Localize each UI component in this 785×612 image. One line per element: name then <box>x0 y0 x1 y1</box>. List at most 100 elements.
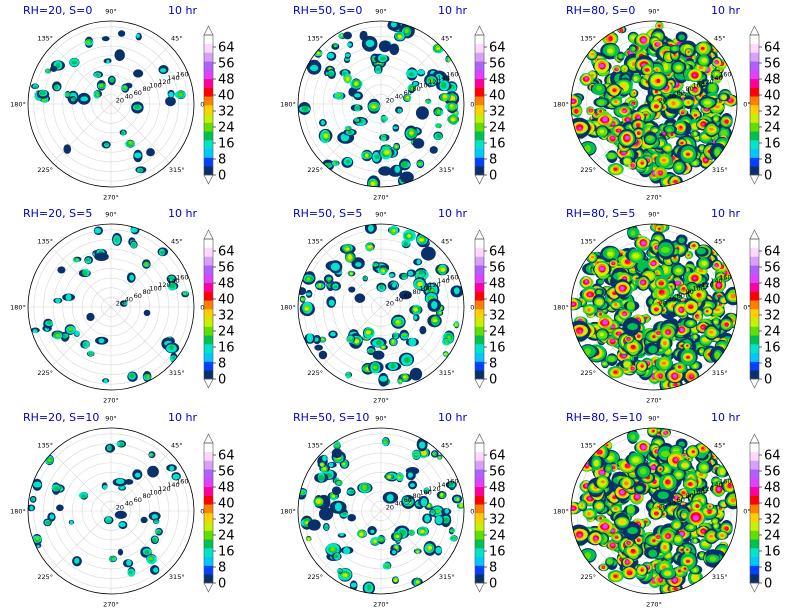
echo-level <box>319 284 322 287</box>
echo-level <box>120 131 125 136</box>
theta-tick-label: 45° <box>171 35 183 43</box>
echo-level <box>109 78 115 83</box>
echo-cell <box>346 41 354 48</box>
colorbar-tick-label: 8 <box>489 357 497 372</box>
echo-cell <box>402 94 412 103</box>
echo-level <box>704 108 707 111</box>
colorbar-segment <box>475 256 484 266</box>
echo-cell <box>174 90 186 100</box>
echo-level <box>571 303 575 306</box>
colorbar-segment <box>475 166 484 176</box>
echo-level <box>301 105 309 112</box>
echo-level <box>687 51 690 53</box>
colorbar-segment <box>750 131 759 141</box>
echo-level <box>715 105 720 109</box>
colorbar-segment <box>475 265 484 275</box>
echo-cell <box>350 78 363 91</box>
echo-cell <box>628 89 639 98</box>
echo-level <box>591 52 595 56</box>
colorbar-segment <box>475 96 484 106</box>
echo-cell <box>348 286 356 293</box>
colorbar-segment <box>475 370 484 380</box>
echo-level <box>426 100 429 103</box>
colorbar-segment <box>750 96 759 106</box>
theta-tick-label: 135° <box>307 35 323 43</box>
echo-cell <box>678 108 689 116</box>
echo-cell <box>412 138 425 149</box>
colorbar-frame <box>474 34 485 176</box>
echo-cell <box>181 290 190 298</box>
echo-level <box>419 162 421 165</box>
echo-level <box>659 141 663 146</box>
theta-tick-label: 315° <box>712 166 728 174</box>
echo-cell <box>50 65 58 72</box>
echo-level <box>676 165 682 170</box>
radius-tick-label: 20 <box>116 299 124 307</box>
echo-level <box>316 51 320 55</box>
echo-cell <box>579 73 594 86</box>
echo-level <box>658 229 661 231</box>
echo-level <box>663 63 669 71</box>
echo-level <box>597 99 605 106</box>
echo-level <box>54 85 59 89</box>
echo-cell <box>721 94 737 107</box>
echo-level <box>298 287 307 296</box>
echo-level <box>667 128 672 133</box>
echo-level <box>622 151 626 154</box>
echo-level <box>46 69 49 72</box>
echo-level <box>599 110 602 113</box>
colorbar-tick-label: 48 <box>218 73 235 88</box>
echo-cell <box>124 139 135 148</box>
panel-time-label: 10 hr <box>168 4 197 17</box>
radius-tick-label: 60 <box>134 89 142 97</box>
echo-cell <box>143 309 151 317</box>
echo-level <box>633 92 636 94</box>
echo-cell <box>571 103 583 118</box>
echo-cell <box>429 146 438 154</box>
echo-cell <box>367 98 381 114</box>
echo-level <box>637 131 641 134</box>
echo-cell <box>130 240 138 249</box>
echo-level <box>314 344 323 351</box>
echo-level <box>676 281 679 285</box>
echo-level <box>95 73 100 77</box>
echo-level <box>131 242 136 247</box>
echo-level <box>165 96 176 107</box>
polar-panel-4: 0°45°90°135°180°225°270°315°204060801001… <box>10 207 234 404</box>
echo-level <box>178 93 183 97</box>
echo-level <box>372 365 378 370</box>
echo-level <box>630 35 636 40</box>
echo-cell <box>689 130 701 137</box>
colorbar-segment <box>475 131 484 141</box>
echo-level <box>365 39 375 48</box>
echo-level <box>382 346 385 348</box>
colorbar-segment <box>204 35 213 45</box>
colorbar-segment <box>204 265 213 275</box>
echo-cell <box>671 119 692 136</box>
radius-tick-label: 60 <box>404 292 412 300</box>
panel-time-label: 10 hr <box>438 4 467 17</box>
echo-level <box>46 321 52 325</box>
colorbar-segment <box>204 282 213 292</box>
echo-cell <box>53 297 63 304</box>
echo-cell <box>127 371 138 382</box>
echo-cell <box>427 298 442 312</box>
echo-level <box>674 180 677 184</box>
echo-level <box>612 88 616 91</box>
echo-cell <box>326 51 337 61</box>
echo-level <box>367 224 374 232</box>
echo-level <box>101 36 110 42</box>
echo-level <box>679 125 683 129</box>
echo-level <box>623 67 626 71</box>
colorbar-tick-label: 0 <box>489 373 497 388</box>
echo-cell <box>447 114 459 126</box>
echo-level <box>437 124 440 128</box>
theta-tick-label: 90° <box>648 7 660 15</box>
echo-cell <box>95 336 109 345</box>
colorbar-segment <box>475 52 484 62</box>
echo-level <box>626 137 629 139</box>
colorbar-segment <box>475 105 484 115</box>
echo-level <box>327 277 331 280</box>
echo-level <box>347 130 352 135</box>
